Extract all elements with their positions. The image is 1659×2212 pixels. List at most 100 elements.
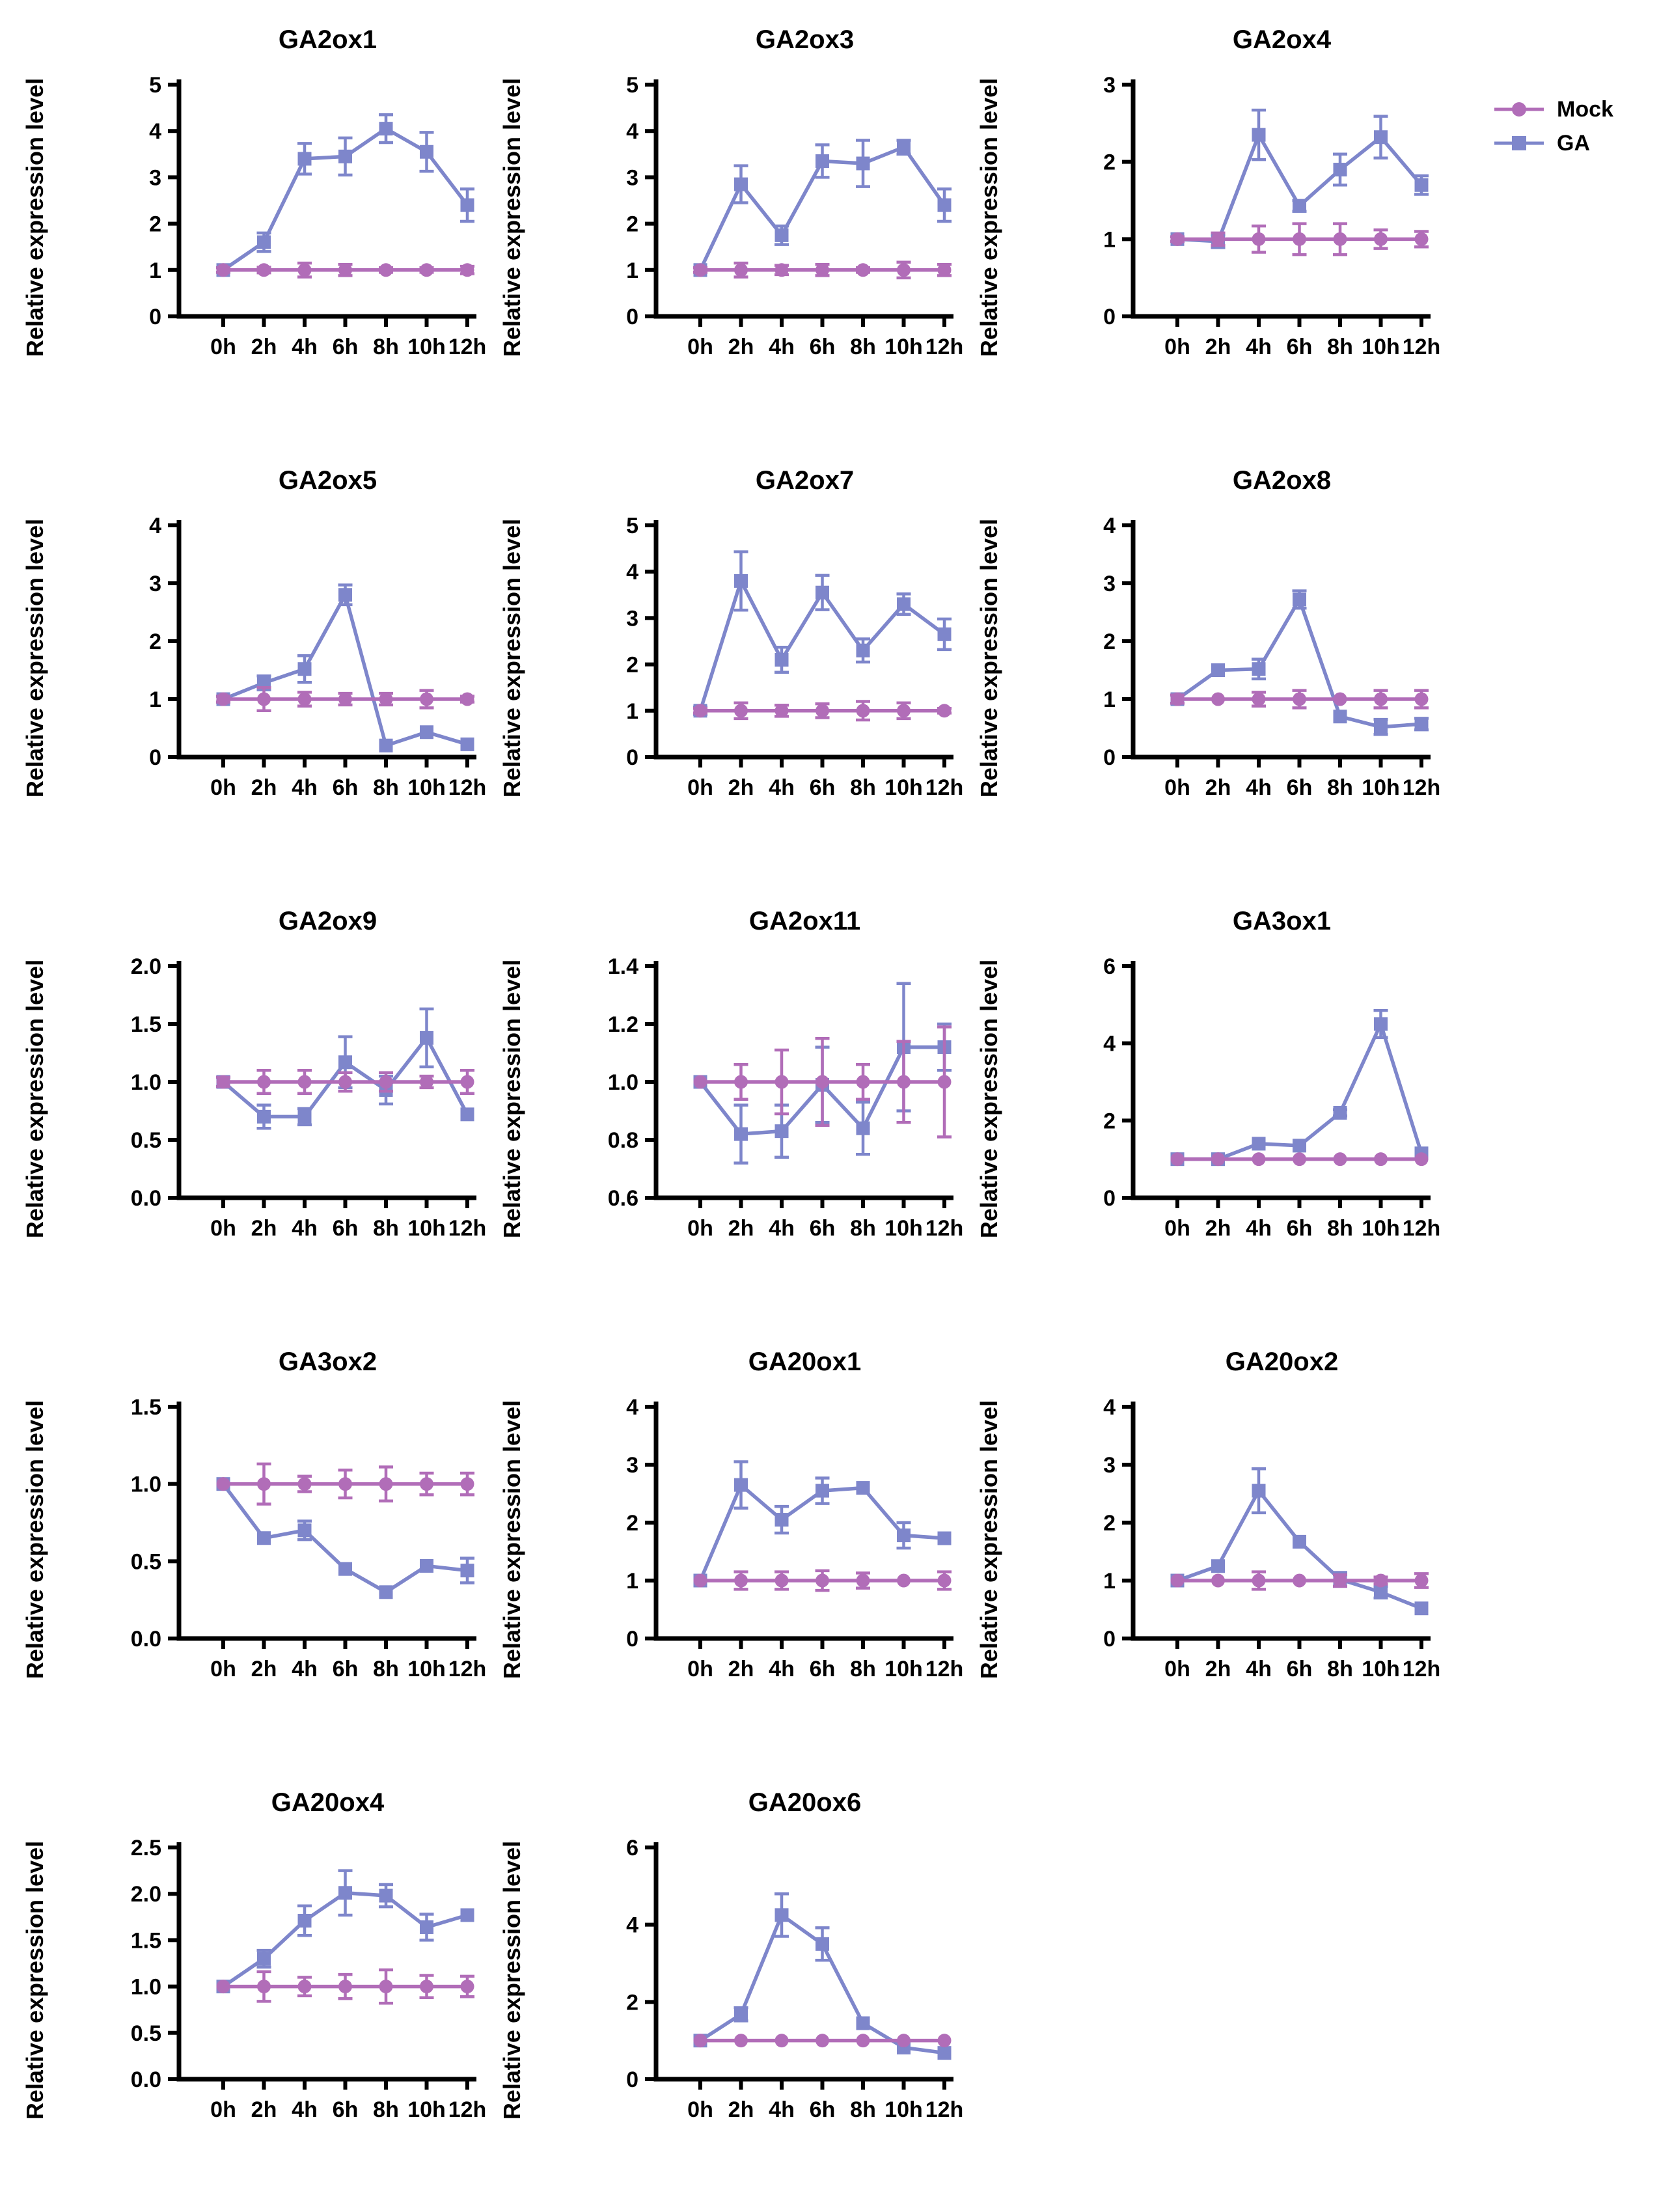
y-axis-label: Relative expression level [976, 960, 1002, 1238]
svg-text:10h: 10h [884, 2097, 923, 2122]
chart-GA2ox8: GA2ox8 Relative expression level 0 1 2 3 4 0h 2h… [976, 466, 1440, 800]
series-ga [1170, 1008, 1429, 1167]
svg-text:10h: 10h [407, 335, 446, 359]
axes: 0 1 2 3 4 0h 2h 4h 6h 8h 10h 12h [626, 1395, 963, 1681]
svg-text:8h: 8h [1327, 335, 1353, 359]
chart-panel-GA2ox1: GA2ox1 Relative expression level 0 1 2 3 4 5 0h 2… [13, 5, 490, 446]
chart-GA2ox3: GA2ox3 Relative expression level 0 1 2 3 4 5 0h 2… [499, 25, 964, 359]
svg-text:6: 6 [626, 1836, 638, 1860]
svg-text:0.0: 0.0 [131, 1186, 161, 1211]
svg-text:1: 1 [149, 258, 161, 283]
axes: 0.0 0.5 1.0 1.5 0h 2h 4h 6h 8h 10h 12h [131, 1395, 487, 1681]
y-axis-label: Relative expression level [21, 1400, 48, 1679]
chart-title: GA2ox4 [1233, 25, 1332, 54]
svg-text:10h: 10h [1362, 1216, 1400, 1241]
svg-text:6h: 6h [333, 1657, 359, 1681]
series-ga [1170, 1467, 1429, 1616]
chart-panel-GA20ox4: GA20ox4 Relative expression level 0.0 0.5 1.… [13, 1768, 490, 2209]
series-mock [693, 2034, 952, 2048]
svg-text:0: 0 [626, 1627, 638, 1652]
svg-text:4h: 4h [1246, 775, 1272, 800]
chart-GA2ox9: GA2ox9 Relative expression level 0.0 0.5 1.0… [21, 907, 486, 1241]
svg-text:0.8: 0.8 [608, 1128, 638, 1153]
axes: 0 1 2 3 4 5 0h 2h 4h 6h 8h 10h 12h [149, 73, 486, 359]
svg-text:6h: 6h [333, 335, 359, 359]
chart-panel-GA20ox2: GA20ox2 Relative expression level 0 1 2 3 4 0h 2… [967, 1327, 1444, 1768]
series-ga [216, 113, 474, 277]
svg-text:12h: 12h [448, 2097, 487, 2122]
svg-text:8h: 8h [850, 775, 876, 800]
axes: 0 1 2 3 4 5 0h 2h 4h 6h 8h 10h 12h [626, 514, 963, 800]
ga-line-square-icon [1494, 136, 1544, 150]
legend: Mock GA [1492, 92, 1613, 160]
svg-text:4: 4 [626, 560, 638, 585]
svg-text:12h: 12h [925, 1657, 964, 1681]
svg-text:3: 3 [149, 572, 161, 596]
axes: 0 1 2 3 0h 2h 4h 6h 8h 10h 12h [1103, 73, 1440, 359]
svg-text:1: 1 [626, 699, 638, 724]
svg-text:0h: 0h [210, 1657, 236, 1681]
svg-text:0h: 0h [210, 2097, 236, 2122]
svg-text:1.4: 1.4 [608, 954, 638, 979]
svg-text:10h: 10h [884, 335, 923, 359]
series-ga [693, 139, 952, 277]
svg-text:4: 4 [149, 119, 161, 144]
legend-item-mock: Mock [1492, 92, 1613, 126]
svg-text:8h: 8h [850, 2097, 876, 2122]
svg-text:2h: 2h [1205, 775, 1231, 800]
svg-text:10h: 10h [407, 1657, 446, 1681]
svg-text:4h: 4h [292, 1216, 318, 1241]
series-mock [216, 685, 474, 713]
svg-text:4: 4 [1103, 1395, 1116, 1420]
svg-text:12h: 12h [448, 335, 487, 359]
svg-text:0h: 0h [1164, 1657, 1190, 1681]
svg-text:10h: 10h [884, 775, 923, 800]
svg-text:1: 1 [626, 258, 638, 283]
svg-text:0: 0 [626, 745, 638, 770]
svg-text:0: 0 [149, 745, 161, 770]
svg-text:2: 2 [626, 1511, 638, 1536]
svg-text:0h: 0h [210, 1216, 236, 1241]
svg-text:0: 0 [626, 305, 638, 329]
svg-text:6h: 6h [1287, 335, 1313, 359]
svg-text:0.0: 0.0 [131, 2067, 161, 2092]
chart-GA2ox7: GA2ox7 Relative expression level 0 1 2 3 4 5 0h 2… [499, 466, 963, 800]
svg-text:6h: 6h [1287, 1216, 1313, 1241]
chart-GA2ox1: GA2ox1 Relative expression level 0 1 2 3 4 5 0h 2… [21, 25, 486, 359]
chart-panel-GA2ox9: GA2ox9 Relative expression level 0.0 0.5 1.0… [13, 887, 490, 1327]
svg-text:1.5: 1.5 [131, 1395, 161, 1420]
series-ga [693, 550, 952, 718]
svg-text:4: 4 [626, 119, 638, 144]
svg-text:2.0: 2.0 [131, 954, 161, 979]
svg-text:1: 1 [1103, 1569, 1116, 1594]
chart-GA3ox1: GA3ox1 Relative expression level 0 2 4 6 0h 2h 4… [976, 907, 1440, 1241]
svg-text:2h: 2h [251, 2097, 277, 2122]
svg-text:4h: 4h [769, 2097, 795, 2122]
svg-text:2h: 2h [1205, 335, 1231, 359]
y-axis-label: Relative expression level [976, 78, 1002, 357]
series-mock [1170, 1570, 1429, 1591]
svg-text:2: 2 [1103, 629, 1116, 654]
svg-text:1.2: 1.2 [608, 1012, 638, 1037]
svg-text:10h: 10h [407, 775, 446, 800]
chart-GA2ox5: GA2ox5 Relative expression level 0 1 2 3 4 0h 2h… [21, 466, 486, 800]
svg-text:0.5: 0.5 [131, 2021, 161, 2046]
svg-text:12h: 12h [1403, 335, 1441, 359]
y-axis-label: Relative expression level [21, 960, 48, 1238]
svg-text:8h: 8h [850, 335, 876, 359]
axes: 0.6 0.8 1.0 1.2 1.4 0h 2h 4h 6h 8h 10h 12h [608, 954, 964, 1241]
charts-grid: GA2ox1 Relative expression level 0 1 2 3 4 5 0h 2… [13, 5, 1444, 2209]
svg-text:6h: 6h [1287, 1657, 1313, 1681]
svg-text:12h: 12h [925, 335, 964, 359]
chart-panel-GA2ox7: GA2ox7 Relative expression level 0 1 2 3 4 5 0h 2… [490, 446, 967, 887]
svg-text:2h: 2h [251, 335, 277, 359]
svg-text:2: 2 [626, 212, 638, 237]
svg-text:2h: 2h [728, 335, 754, 359]
legend-label-mock: Mock [1557, 96, 1613, 122]
svg-text:6h: 6h [333, 1216, 359, 1241]
series-mock [693, 700, 952, 722]
svg-text:8h: 8h [1327, 1216, 1353, 1241]
y-axis-label: Relative expression level [499, 519, 525, 797]
y-axis-label: Relative expression level [499, 78, 525, 357]
svg-text:2: 2 [1103, 150, 1116, 175]
